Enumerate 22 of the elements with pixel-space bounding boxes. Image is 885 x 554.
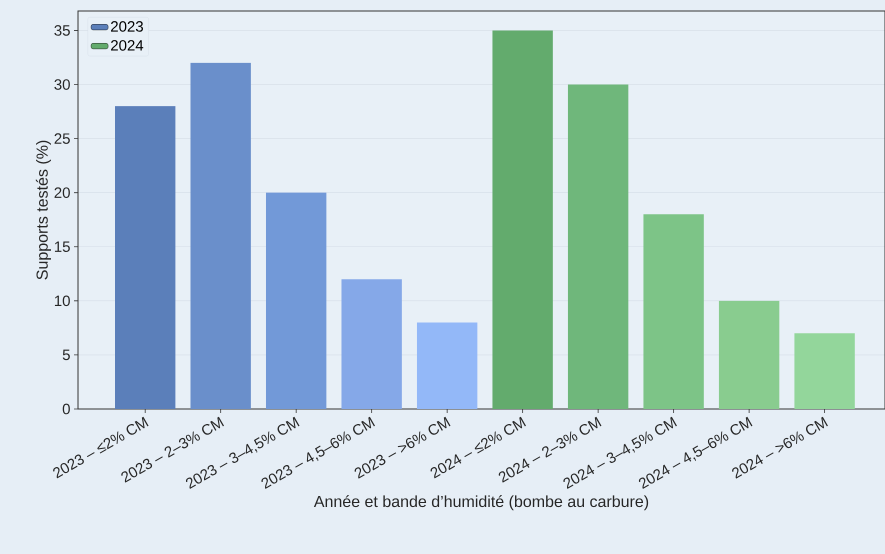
- bar: [794, 333, 855, 409]
- bar: [190, 62, 251, 409]
- bar: [643, 214, 704, 409]
- y-axis-title: Supports testés (%): [36, 140, 51, 280]
- legend-label: 2023: [111, 21, 143, 32]
- bar: [718, 300, 780, 409]
- bar: [115, 106, 176, 409]
- y-tick-label: 5: [62, 350, 70, 360]
- y-tick-label: 0: [62, 404, 70, 414]
- y-tick-label: 25: [54, 133, 70, 144]
- y-tick-label: 10: [54, 296, 70, 306]
- y-tick-label: 15: [54, 242, 70, 252]
- bar: [568, 84, 628, 409]
- y-tick-label: 30: [54, 79, 70, 90]
- bar: [492, 30, 553, 409]
- x-axis-title: Année et bande d’humidité (bombe au carbure): [314, 495, 648, 510]
- bar: [416, 322, 478, 409]
- legend-label: 2024: [111, 40, 144, 51]
- bar: [341, 279, 402, 409]
- y-tick-label: 20: [54, 187, 70, 198]
- y-tick-label: 35: [54, 25, 70, 36]
- bar: [266, 192, 326, 409]
